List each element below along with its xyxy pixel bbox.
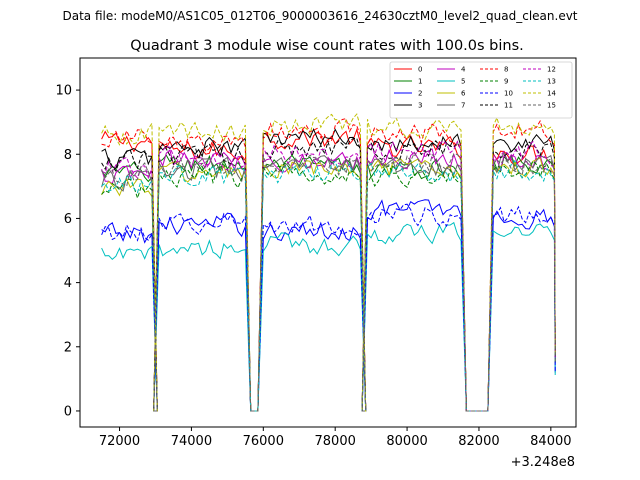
x-tick-label: 78000 (315, 434, 356, 449)
legend-label-14: 14 (547, 90, 556, 98)
legend-label-4: 4 (461, 66, 466, 74)
legend-label-9: 9 (504, 78, 508, 86)
y-tick-label: 0 (64, 404, 72, 419)
legend-label-12: 12 (547, 66, 556, 74)
series-line-6 (101, 157, 556, 412)
series-line-9 (101, 160, 556, 412)
series-line-8 (101, 117, 556, 412)
series-line-10 (101, 203, 556, 412)
y-tick-label: 10 (55, 84, 72, 99)
figure-suptitle: Data file: modeM0/AS1C05_012T06_90000036… (62, 9, 577, 23)
series-line-3 (101, 128, 556, 412)
legend-label-3: 3 (418, 102, 422, 110)
y-tick-label: 4 (64, 276, 72, 291)
x-tick-label: 76000 (243, 434, 284, 449)
legend-label-5: 5 (461, 78, 465, 86)
legend-label-2: 2 (418, 90, 422, 98)
x-tick-label: 72000 (99, 434, 140, 449)
series-line-11 (101, 138, 556, 412)
x-axis: 72000 74000 76000 78000 80000 82000 84000 (99, 427, 572, 449)
series-layer (101, 113, 556, 412)
series-line-12 (101, 140, 556, 412)
y-tick-label: 8 (64, 148, 72, 163)
legend-label-13: 13 (547, 78, 556, 86)
legend-frame (389, 61, 573, 119)
y-tick-label: 6 (64, 212, 72, 227)
legend-label-0: 0 (418, 66, 422, 74)
x-axis-offset-label: +3.248e8 (511, 455, 575, 470)
series-line-4 (101, 148, 556, 412)
legend-label-6: 6 (461, 90, 466, 98)
legend-label-10: 10 (504, 90, 513, 98)
series-line-5 (101, 221, 556, 412)
legend-label-1: 1 (418, 78, 422, 86)
legend-label-8: 8 (504, 66, 508, 74)
series-line-15 (101, 151, 556, 412)
legend-label-11: 11 (504, 102, 513, 110)
series-line-7 (101, 151, 556, 412)
y-axis: 0 2 4 6 8 10 (55, 84, 80, 419)
series-line-0 (101, 128, 556, 412)
series-line-2 (101, 199, 556, 412)
x-tick-label: 84000 (530, 434, 571, 449)
x-tick-label: 74000 (171, 434, 212, 449)
x-tick-label: 80000 (386, 434, 427, 449)
y-tick-label: 2 (64, 340, 72, 355)
chart-title: Quadrant 3 module wise count rates with … (130, 38, 524, 54)
legend-label-15: 15 (547, 102, 556, 110)
plot-frame (79, 57, 577, 428)
series-line-1 (101, 154, 556, 412)
series-line-13 (101, 159, 556, 412)
legend-label-7: 7 (461, 102, 465, 110)
x-tick-label: 82000 (458, 434, 499, 449)
